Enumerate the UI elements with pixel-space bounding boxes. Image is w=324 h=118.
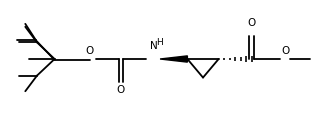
Text: O: O xyxy=(86,46,94,56)
Text: O: O xyxy=(117,85,125,95)
Text: O: O xyxy=(281,46,289,56)
Text: N: N xyxy=(150,41,158,51)
Polygon shape xyxy=(160,56,187,62)
Text: O: O xyxy=(248,18,256,28)
Text: H: H xyxy=(156,38,162,47)
